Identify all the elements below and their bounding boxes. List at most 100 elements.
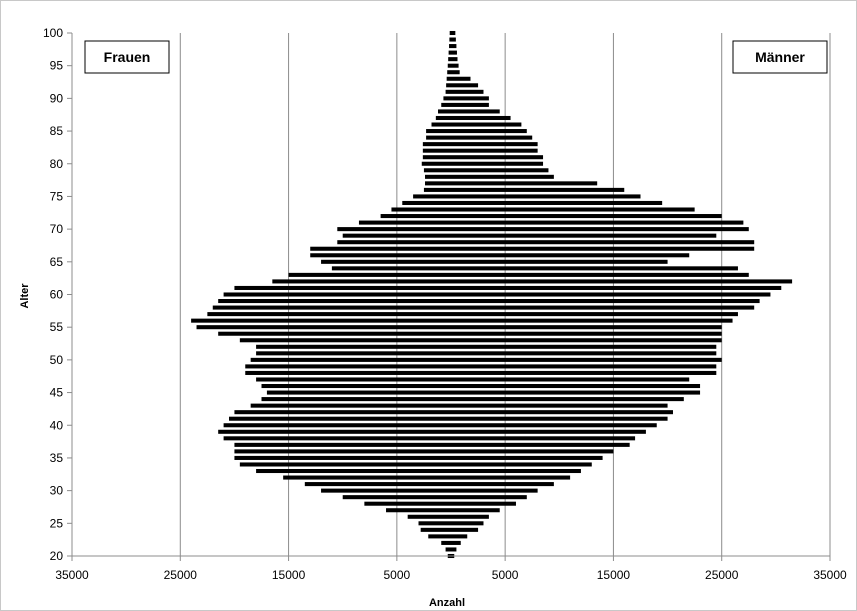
bar-frauen (245, 364, 451, 369)
bar-maenner (451, 57, 458, 62)
bar-maenner (451, 403, 668, 408)
bar-frauen (196, 325, 451, 330)
bar-maenner (451, 30, 456, 36)
bar-maenner (451, 540, 461, 545)
bar-frauen (337, 240, 451, 245)
axes (67, 32, 831, 561)
y-tick-label: 50 (50, 353, 64, 367)
y-tick-label: 55 (50, 320, 64, 334)
bar-frauen (337, 227, 451, 232)
bar-frauen (239, 462, 451, 467)
bar-maenner (451, 102, 489, 107)
bar-maenner (451, 168, 549, 173)
bar-frauen (261, 383, 451, 389)
bar-maenner (451, 161, 544, 166)
y-tick-label: 65 (50, 255, 64, 269)
bar-maenner (451, 377, 690, 382)
bar-frauen (446, 76, 451, 81)
bar-maenner (451, 246, 755, 251)
bar-maenner (451, 181, 598, 186)
y-tick-label: 60 (50, 288, 64, 302)
bar-frauen (223, 436, 451, 441)
bar-frauen (288, 272, 451, 277)
bar-maenner (451, 410, 673, 415)
bar-frauen (250, 403, 451, 408)
bar-frauen (256, 344, 451, 349)
bar-frauen (407, 514, 451, 519)
bar-frauen (321, 488, 451, 493)
y-tick-label: 30 (50, 484, 64, 498)
y-tick-label: 75 (50, 189, 64, 203)
bar-maenner (451, 338, 722, 343)
bar-frauen (423, 187, 451, 192)
bar-frauen (449, 30, 451, 36)
bar-frauen (229, 416, 451, 421)
bar-frauen (283, 475, 451, 480)
bar-frauen (256, 377, 451, 382)
bar-maenner (451, 449, 614, 454)
bar-frauen (445, 89, 451, 94)
bar-frauen (438, 109, 451, 114)
bar-frauen (212, 305, 451, 310)
bar-frauen (256, 351, 451, 356)
bar-frauen (266, 390, 451, 395)
bar-maenner (451, 305, 755, 310)
bar-maenner (451, 299, 760, 304)
legend-frauen-box (84, 40, 170, 74)
bar-maenner (451, 357, 722, 362)
bar-frauen (358, 220, 451, 225)
y-axis-title: Alter (19, 283, 31, 309)
bar-maenner (451, 272, 749, 277)
bar-maenner (451, 76, 471, 81)
bar-maenner (451, 488, 538, 493)
bar-frauen (422, 148, 451, 153)
bar-frauen (441, 102, 451, 107)
bar-frauen (250, 357, 451, 362)
bar-frauen (447, 63, 451, 68)
legend-maenner: Männer (732, 40, 828, 74)
bar-maenner (451, 292, 771, 297)
bar-frauen (342, 233, 451, 238)
y-tick-label: 40 (50, 418, 64, 432)
bar-maenner (451, 200, 663, 206)
bar-maenner (451, 148, 538, 153)
bar-frauen (234, 455, 451, 460)
bar-maenner (451, 115, 511, 121)
bar-maenner (451, 109, 500, 114)
legend-maenner-label: Männer (755, 49, 805, 65)
bar-frauen (310, 246, 451, 251)
bar-maenner (451, 318, 733, 323)
y-tick-label: 25 (50, 516, 64, 530)
bar-frauen (310, 253, 451, 258)
bar-frauen (420, 527, 451, 532)
bar-maenner (451, 187, 625, 192)
bar-frauen (256, 468, 451, 474)
bar-frauen (218, 299, 451, 304)
bar-frauen (435, 115, 451, 121)
bar-maenner (451, 397, 684, 402)
bar-maenner (451, 370, 717, 375)
bar-frauen (191, 318, 451, 323)
bar-maenner (451, 416, 668, 421)
bar-maenner (451, 83, 479, 88)
bar-frauen (234, 285, 451, 290)
bar-maenner (451, 174, 554, 179)
bar-maenner (451, 527, 479, 532)
bar-maenner (451, 122, 522, 127)
x-tick-label: 35000 (55, 568, 89, 582)
x-tick-label: 5000 (384, 568, 411, 582)
legend-frauen-label: Frauen (104, 49, 151, 65)
bar-maenner (451, 194, 641, 199)
bar-frauen (402, 200, 451, 206)
bar-frauen (448, 50, 451, 55)
bar-frauen (342, 495, 451, 500)
bar-maenner (451, 240, 755, 245)
bar-maenner (451, 534, 468, 539)
bar-maenner (451, 259, 668, 264)
bar-frauen (449, 44, 451, 49)
bar-maenner (451, 495, 527, 500)
legend-frauen: Frauen (84, 40, 170, 74)
bar-frauen (413, 194, 451, 199)
bar-frauen (426, 135, 451, 140)
bar-frauen (223, 423, 451, 428)
